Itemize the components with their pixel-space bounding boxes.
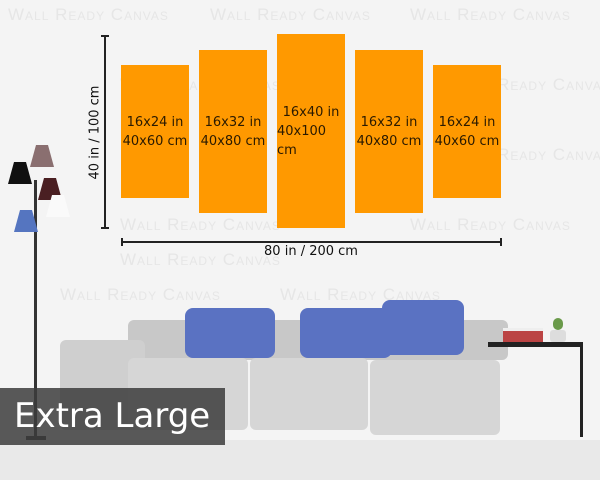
watermark: Wall Ready Canvas (210, 5, 371, 24)
watermark: Wall Ready Canvas (410, 5, 571, 24)
panel-cm: 40x80 cm (356, 133, 422, 149)
canvas-panel-2: 16x32 in 40x80 cm (199, 50, 267, 213)
canvas-panel-5: 16x24 in 40x60 cm (433, 65, 501, 198)
panel-inches: 16x40 in (282, 104, 340, 120)
height-dimension-line (101, 35, 109, 229)
width-label: 80 in / 200 cm (264, 244, 358, 259)
pillow (300, 308, 392, 358)
panel-inches: 16x32 in (360, 114, 418, 130)
watermark: Wall Ready Canvas (120, 215, 281, 234)
panel-cm: 40x80 cm (200, 133, 266, 149)
panel-cm: 40x60 cm (122, 133, 188, 149)
watermark: Wall Ready Canvas (120, 250, 281, 269)
floor (0, 440, 600, 480)
pillow (382, 300, 464, 355)
canvas-panel-3: 16x40 in 40x100 cm (277, 34, 345, 228)
panel-cm: 40x100 cm (277, 123, 327, 158)
height-label: 40 in / 100 cm (87, 85, 103, 180)
panel-cm: 40x60 cm (434, 133, 500, 149)
canvas-panel-1: 16x24 in 40x60 cm (121, 65, 189, 198)
size-badge: Extra Large (0, 388, 225, 445)
panel-inches: 16x24 in (126, 114, 184, 130)
watermark: Wall Ready Canvas (410, 215, 571, 234)
panel-inches: 16x32 in (204, 114, 262, 130)
watermark: Wall Ready Canvas (8, 5, 169, 24)
canvas-panel-4: 16x32 in 40x80 cm (355, 50, 423, 213)
watermark: Wall Ready Canvas (60, 285, 221, 304)
width-dimension-line (121, 238, 502, 246)
pillow (185, 308, 275, 358)
watermark: Wall Ready Canvas (280, 285, 441, 304)
panel-inches: 16x24 in (438, 114, 496, 130)
